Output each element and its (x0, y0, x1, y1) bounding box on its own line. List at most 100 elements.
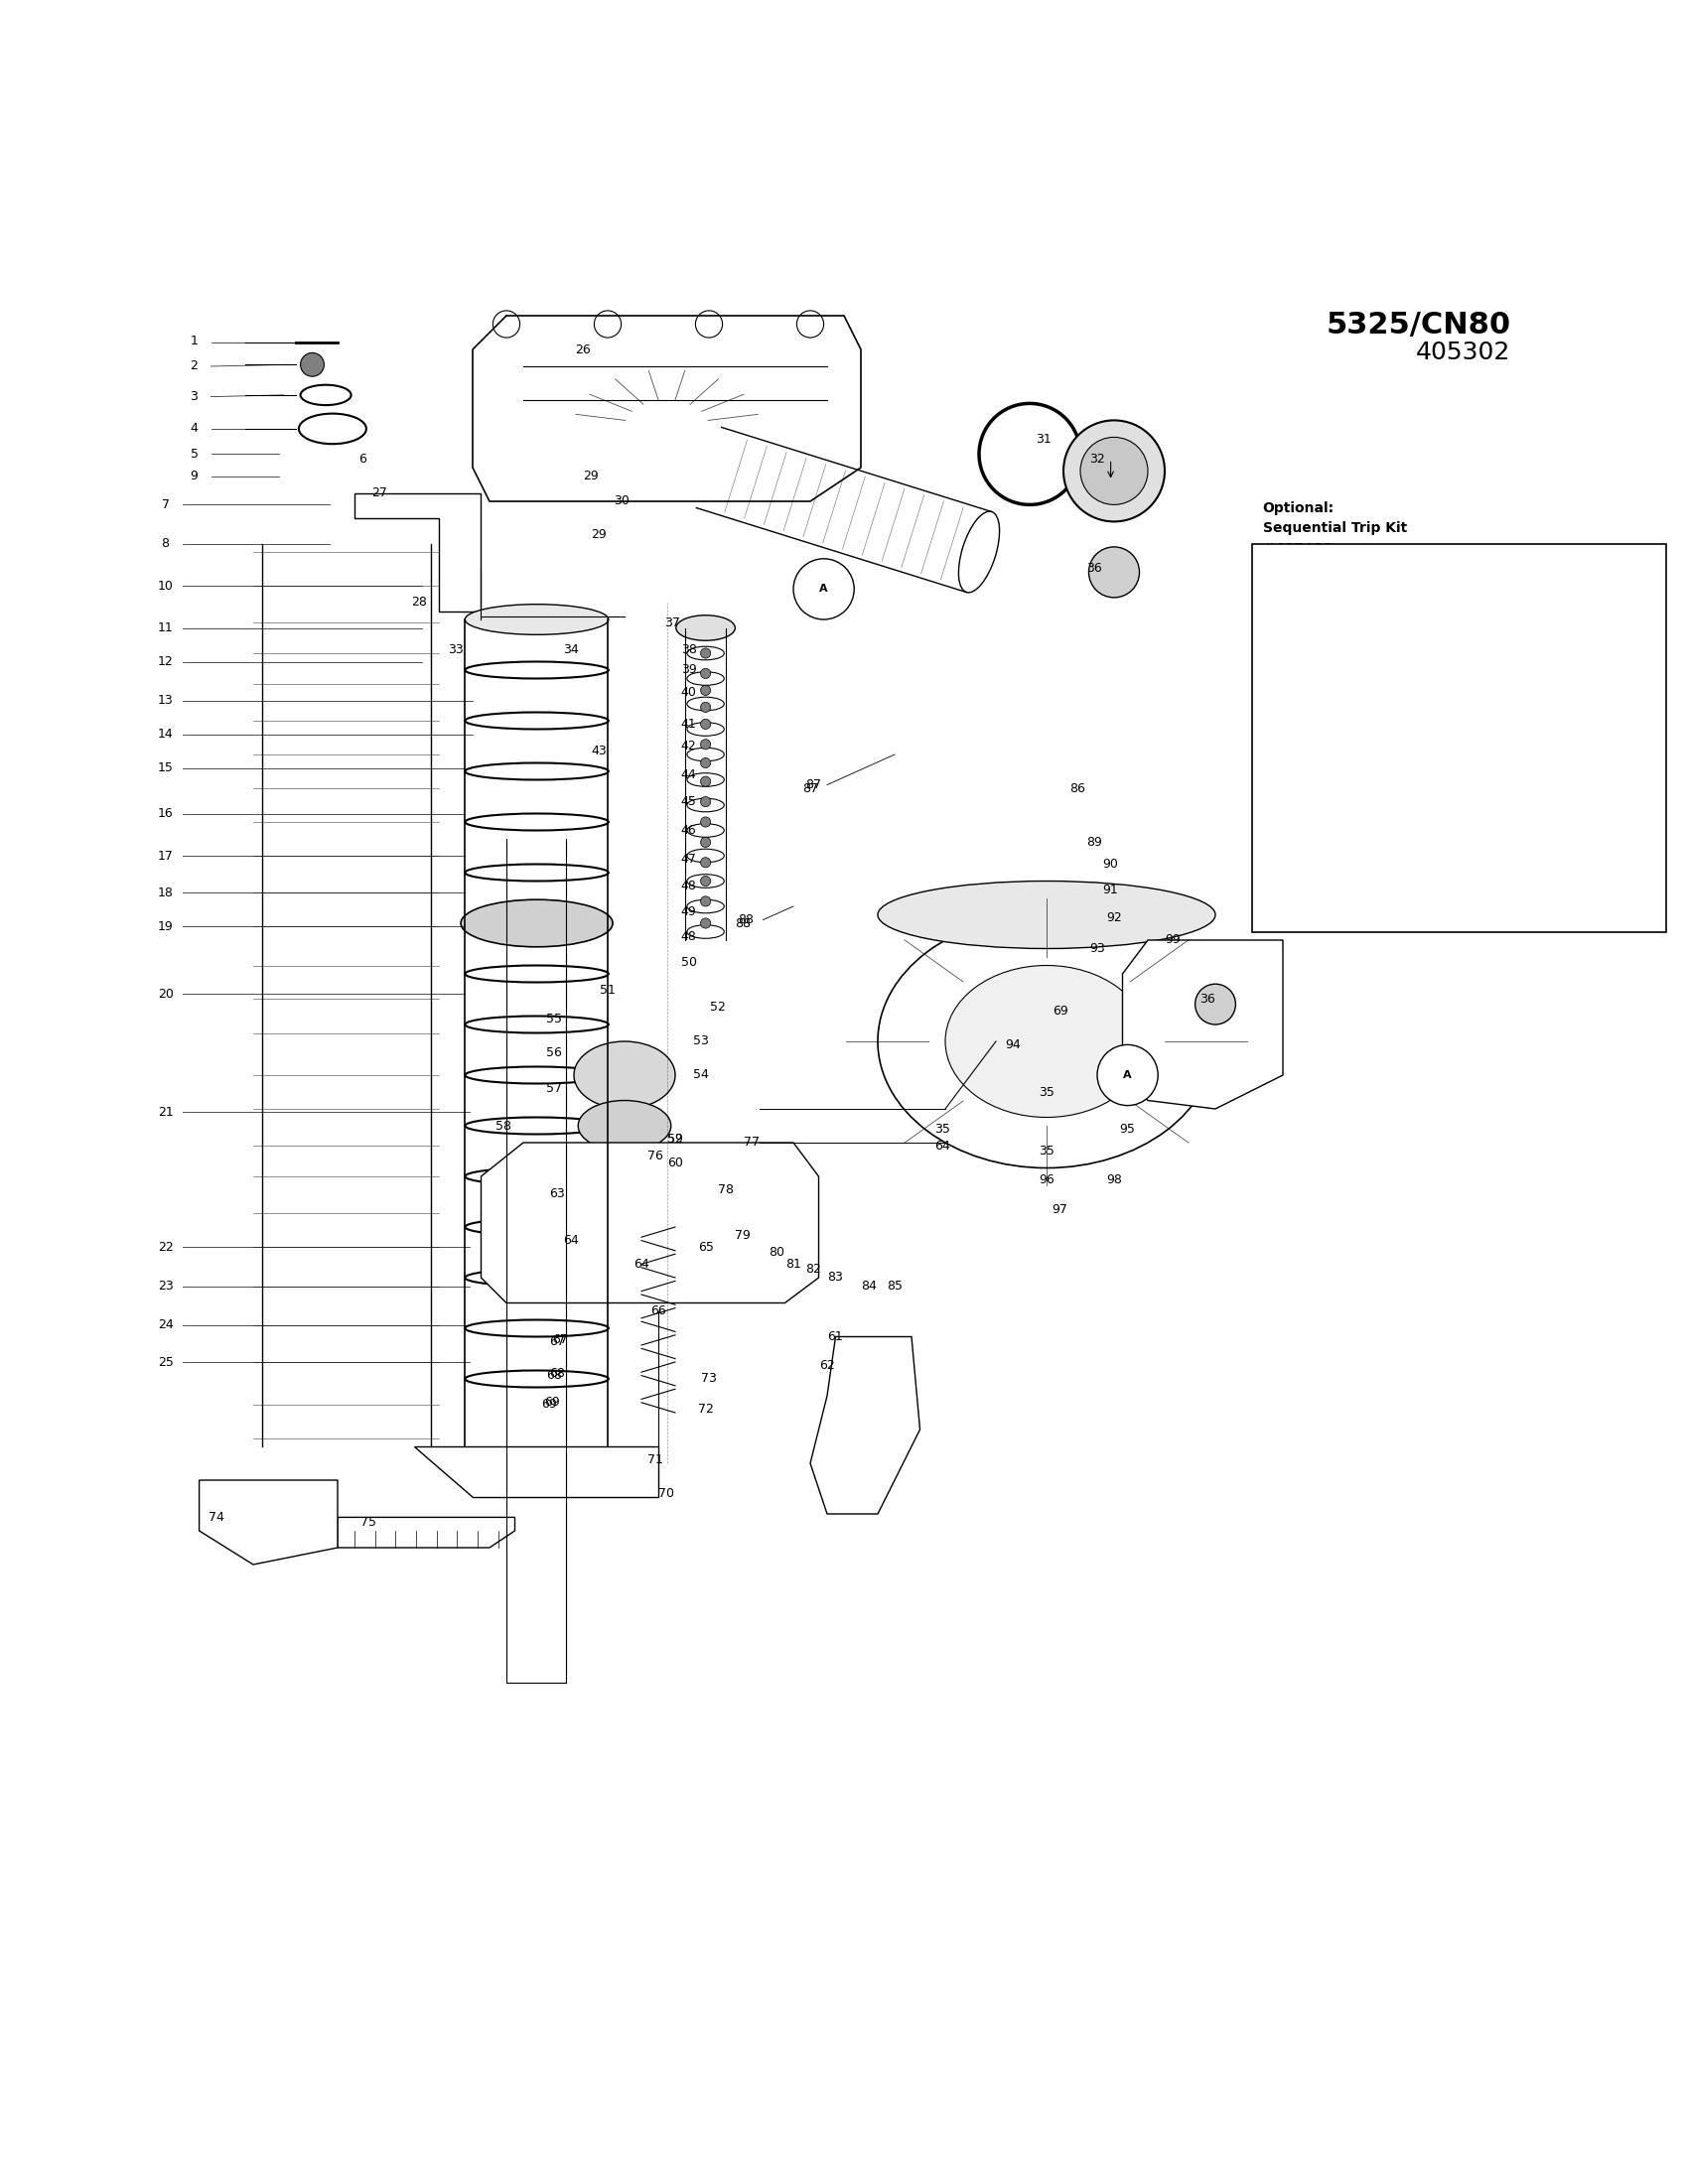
Text: 104: 104 (1409, 819, 1433, 832)
Text: 68: 68 (545, 1369, 562, 1382)
Text: 103: 103 (1409, 734, 1433, 747)
Text: 26: 26 (574, 343, 591, 356)
Circle shape (701, 668, 711, 679)
Circle shape (701, 858, 711, 867)
Text: 74: 74 (208, 1511, 225, 1524)
Text: 60: 60 (667, 1155, 684, 1168)
Circle shape (701, 775, 711, 786)
Polygon shape (338, 1518, 515, 1548)
Ellipse shape (577, 1101, 670, 1151)
Text: 49: 49 (680, 904, 697, 917)
Text: 3: 3 (191, 391, 197, 404)
Text: 90: 90 (1102, 858, 1119, 871)
Text: 54: 54 (692, 1068, 709, 1081)
Text: 78: 78 (717, 1184, 734, 1197)
Text: 69: 69 (540, 1398, 557, 1411)
Text: 62: 62 (819, 1358, 836, 1372)
Text: 23: 23 (157, 1280, 174, 1293)
Text: 57: 57 (545, 1081, 562, 1094)
Circle shape (701, 836, 711, 847)
Text: 63: 63 (549, 1186, 565, 1199)
Text: A: A (1123, 1070, 1133, 1081)
Polygon shape (199, 1481, 338, 1564)
Text: 40: 40 (680, 686, 697, 699)
Text: 8: 8 (162, 537, 169, 550)
Circle shape (1195, 985, 1236, 1024)
Text: 16: 16 (157, 808, 174, 819)
Circle shape (701, 797, 711, 806)
Text: 87: 87 (802, 782, 819, 795)
Text: 69: 69 (1052, 1005, 1069, 1018)
Text: 65: 65 (697, 1241, 714, 1254)
Text: 82: 82 (805, 1262, 822, 1275)
Text: 36: 36 (1085, 561, 1102, 574)
Text: A: A (819, 583, 829, 594)
Text: 61: 61 (827, 1330, 844, 1343)
Ellipse shape (878, 880, 1215, 948)
Text: 48: 48 (680, 930, 697, 943)
Text: 77: 77 (743, 1136, 760, 1149)
Circle shape (793, 559, 854, 620)
Text: 88: 88 (738, 913, 755, 926)
Text: 67: 67 (549, 1334, 565, 1348)
Circle shape (701, 758, 711, 769)
Text: 37: 37 (663, 616, 680, 629)
Text: 35: 35 (1038, 1085, 1055, 1099)
Text: 52: 52 (709, 1000, 726, 1013)
Text: 1: 1 (191, 334, 197, 347)
Text: 59: 59 (667, 1133, 684, 1147)
Text: 73: 73 (701, 1372, 717, 1385)
Text: 33: 33 (447, 644, 464, 655)
Text: 94: 94 (1004, 1037, 1021, 1051)
Ellipse shape (945, 965, 1148, 1118)
Circle shape (701, 686, 711, 695)
Text: 42: 42 (680, 740, 697, 753)
Text: 405302: 405302 (1416, 341, 1511, 365)
Text: 30: 30 (613, 496, 630, 509)
Text: 13: 13 (157, 695, 174, 708)
Text: 100: 100 (1119, 1059, 1143, 1072)
Text: 44: 44 (680, 769, 697, 782)
Ellipse shape (574, 1042, 675, 1109)
Text: 99: 99 (1165, 935, 1182, 946)
Text: 2: 2 (191, 360, 197, 373)
Ellipse shape (1080, 437, 1148, 505)
Text: 84: 84 (861, 1280, 878, 1293)
Circle shape (300, 354, 324, 376)
Text: 10: 10 (157, 579, 174, 592)
Text: 86: 86 (1069, 782, 1085, 795)
Text: 32: 32 (1089, 452, 1106, 465)
Ellipse shape (878, 915, 1215, 1168)
Text: 35: 35 (933, 1123, 950, 1136)
Circle shape (701, 649, 711, 657)
Polygon shape (414, 1446, 658, 1496)
Circle shape (701, 719, 711, 729)
Text: 95: 95 (1119, 1123, 1136, 1136)
Text: 56: 56 (545, 1046, 562, 1059)
Text: 34: 34 (562, 644, 579, 655)
Text: 71: 71 (647, 1455, 663, 1465)
Text: 45: 45 (680, 795, 697, 808)
Bar (1252, 544, 1666, 933)
Text: 20: 20 (157, 987, 174, 1000)
Text: 75: 75 (360, 1516, 376, 1529)
Text: 47: 47 (680, 852, 697, 865)
Text: 87: 87 (805, 778, 822, 791)
Text: 66: 66 (650, 1304, 667, 1317)
Text: 67: 67 (552, 1334, 569, 1348)
Text: 5: 5 (191, 448, 197, 461)
Text: 97: 97 (1052, 1203, 1069, 1216)
Text: 76: 76 (647, 1149, 663, 1162)
Text: 70: 70 (658, 1487, 675, 1500)
Circle shape (701, 817, 711, 828)
Text: 27: 27 (371, 487, 388, 500)
Text: 48: 48 (680, 880, 697, 893)
Text: 91: 91 (1102, 882, 1119, 895)
Text: 96: 96 (1038, 1173, 1055, 1186)
Text: 51: 51 (599, 985, 616, 998)
Text: 50: 50 (680, 957, 697, 968)
Text: 64: 64 (633, 1258, 650, 1271)
Text: 43: 43 (591, 745, 608, 758)
Text: 36: 36 (1198, 994, 1215, 1005)
Text: 15: 15 (157, 762, 174, 775)
